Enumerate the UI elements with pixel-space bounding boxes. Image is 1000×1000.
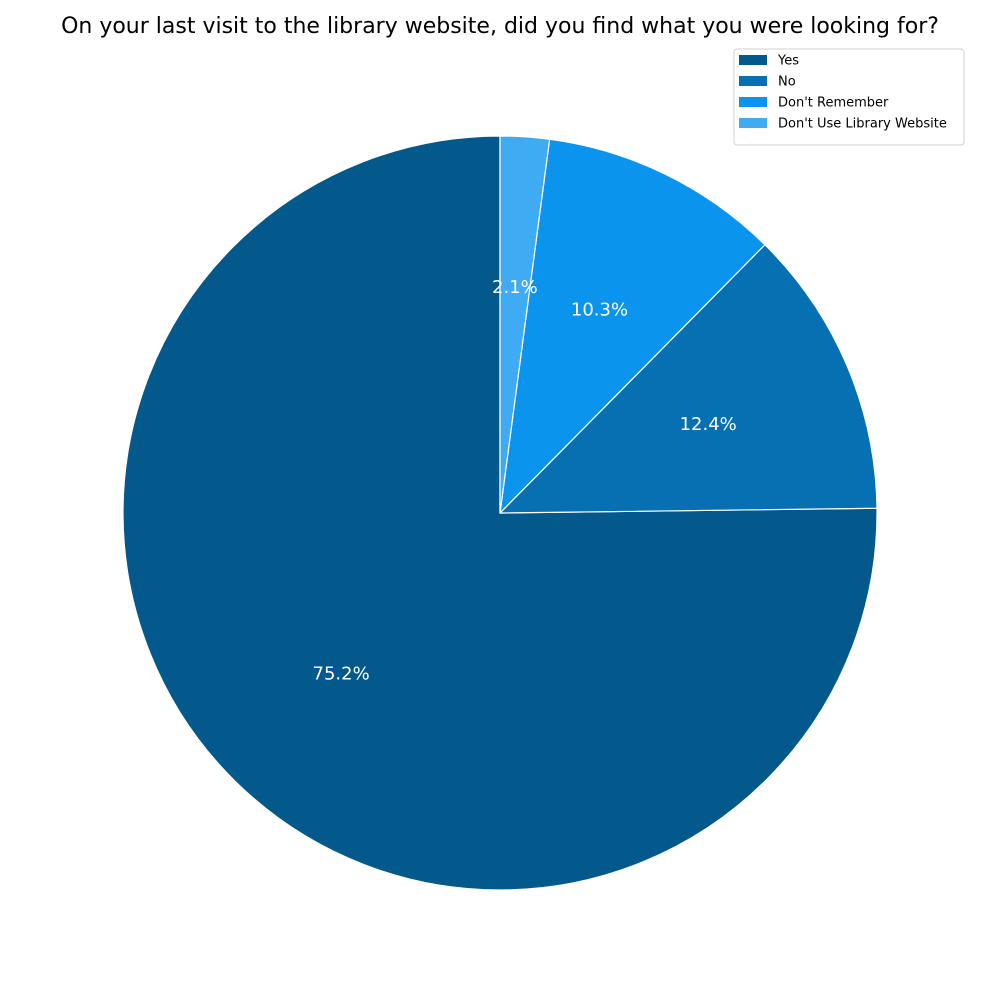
legend-label-no: No xyxy=(778,75,796,90)
pie-value-labels: 75.2% 12.4% 10.3% 2.1% xyxy=(313,277,737,685)
pie-value-label-don-t-remember: 10.3% xyxy=(571,299,628,320)
legend-swatch-don-t-use-library-website xyxy=(739,118,767,128)
legend-label-don-t-remember: Don't Remember xyxy=(778,96,889,111)
pie-value-label-no: 12.4% xyxy=(680,414,737,435)
legend-frame xyxy=(733,48,965,146)
chart-title: On your last visit to the library websit… xyxy=(61,14,939,39)
legend-swatch-don-t-remember xyxy=(739,97,767,107)
pie-slices xyxy=(122,135,878,891)
pie-slice-no xyxy=(499,244,878,514)
pie-value-label-don-t-use-library-website: 2.1% xyxy=(492,277,538,298)
legend: Yes No Don't Remember Don't Use Library Web… xyxy=(733,48,965,146)
legend-swatch-yes xyxy=(739,55,767,65)
legend-swatch-no xyxy=(739,76,767,86)
legend-label-yes: Yes xyxy=(777,54,799,69)
pie-slice-don-t-remember xyxy=(499,138,766,514)
legend-label-don-t-use-library-website: Don't Use Library Website xyxy=(778,117,947,132)
pie-value-label-yes: 75.2% xyxy=(313,663,370,684)
pie-slice-don-t-use-library-website xyxy=(499,135,551,514)
